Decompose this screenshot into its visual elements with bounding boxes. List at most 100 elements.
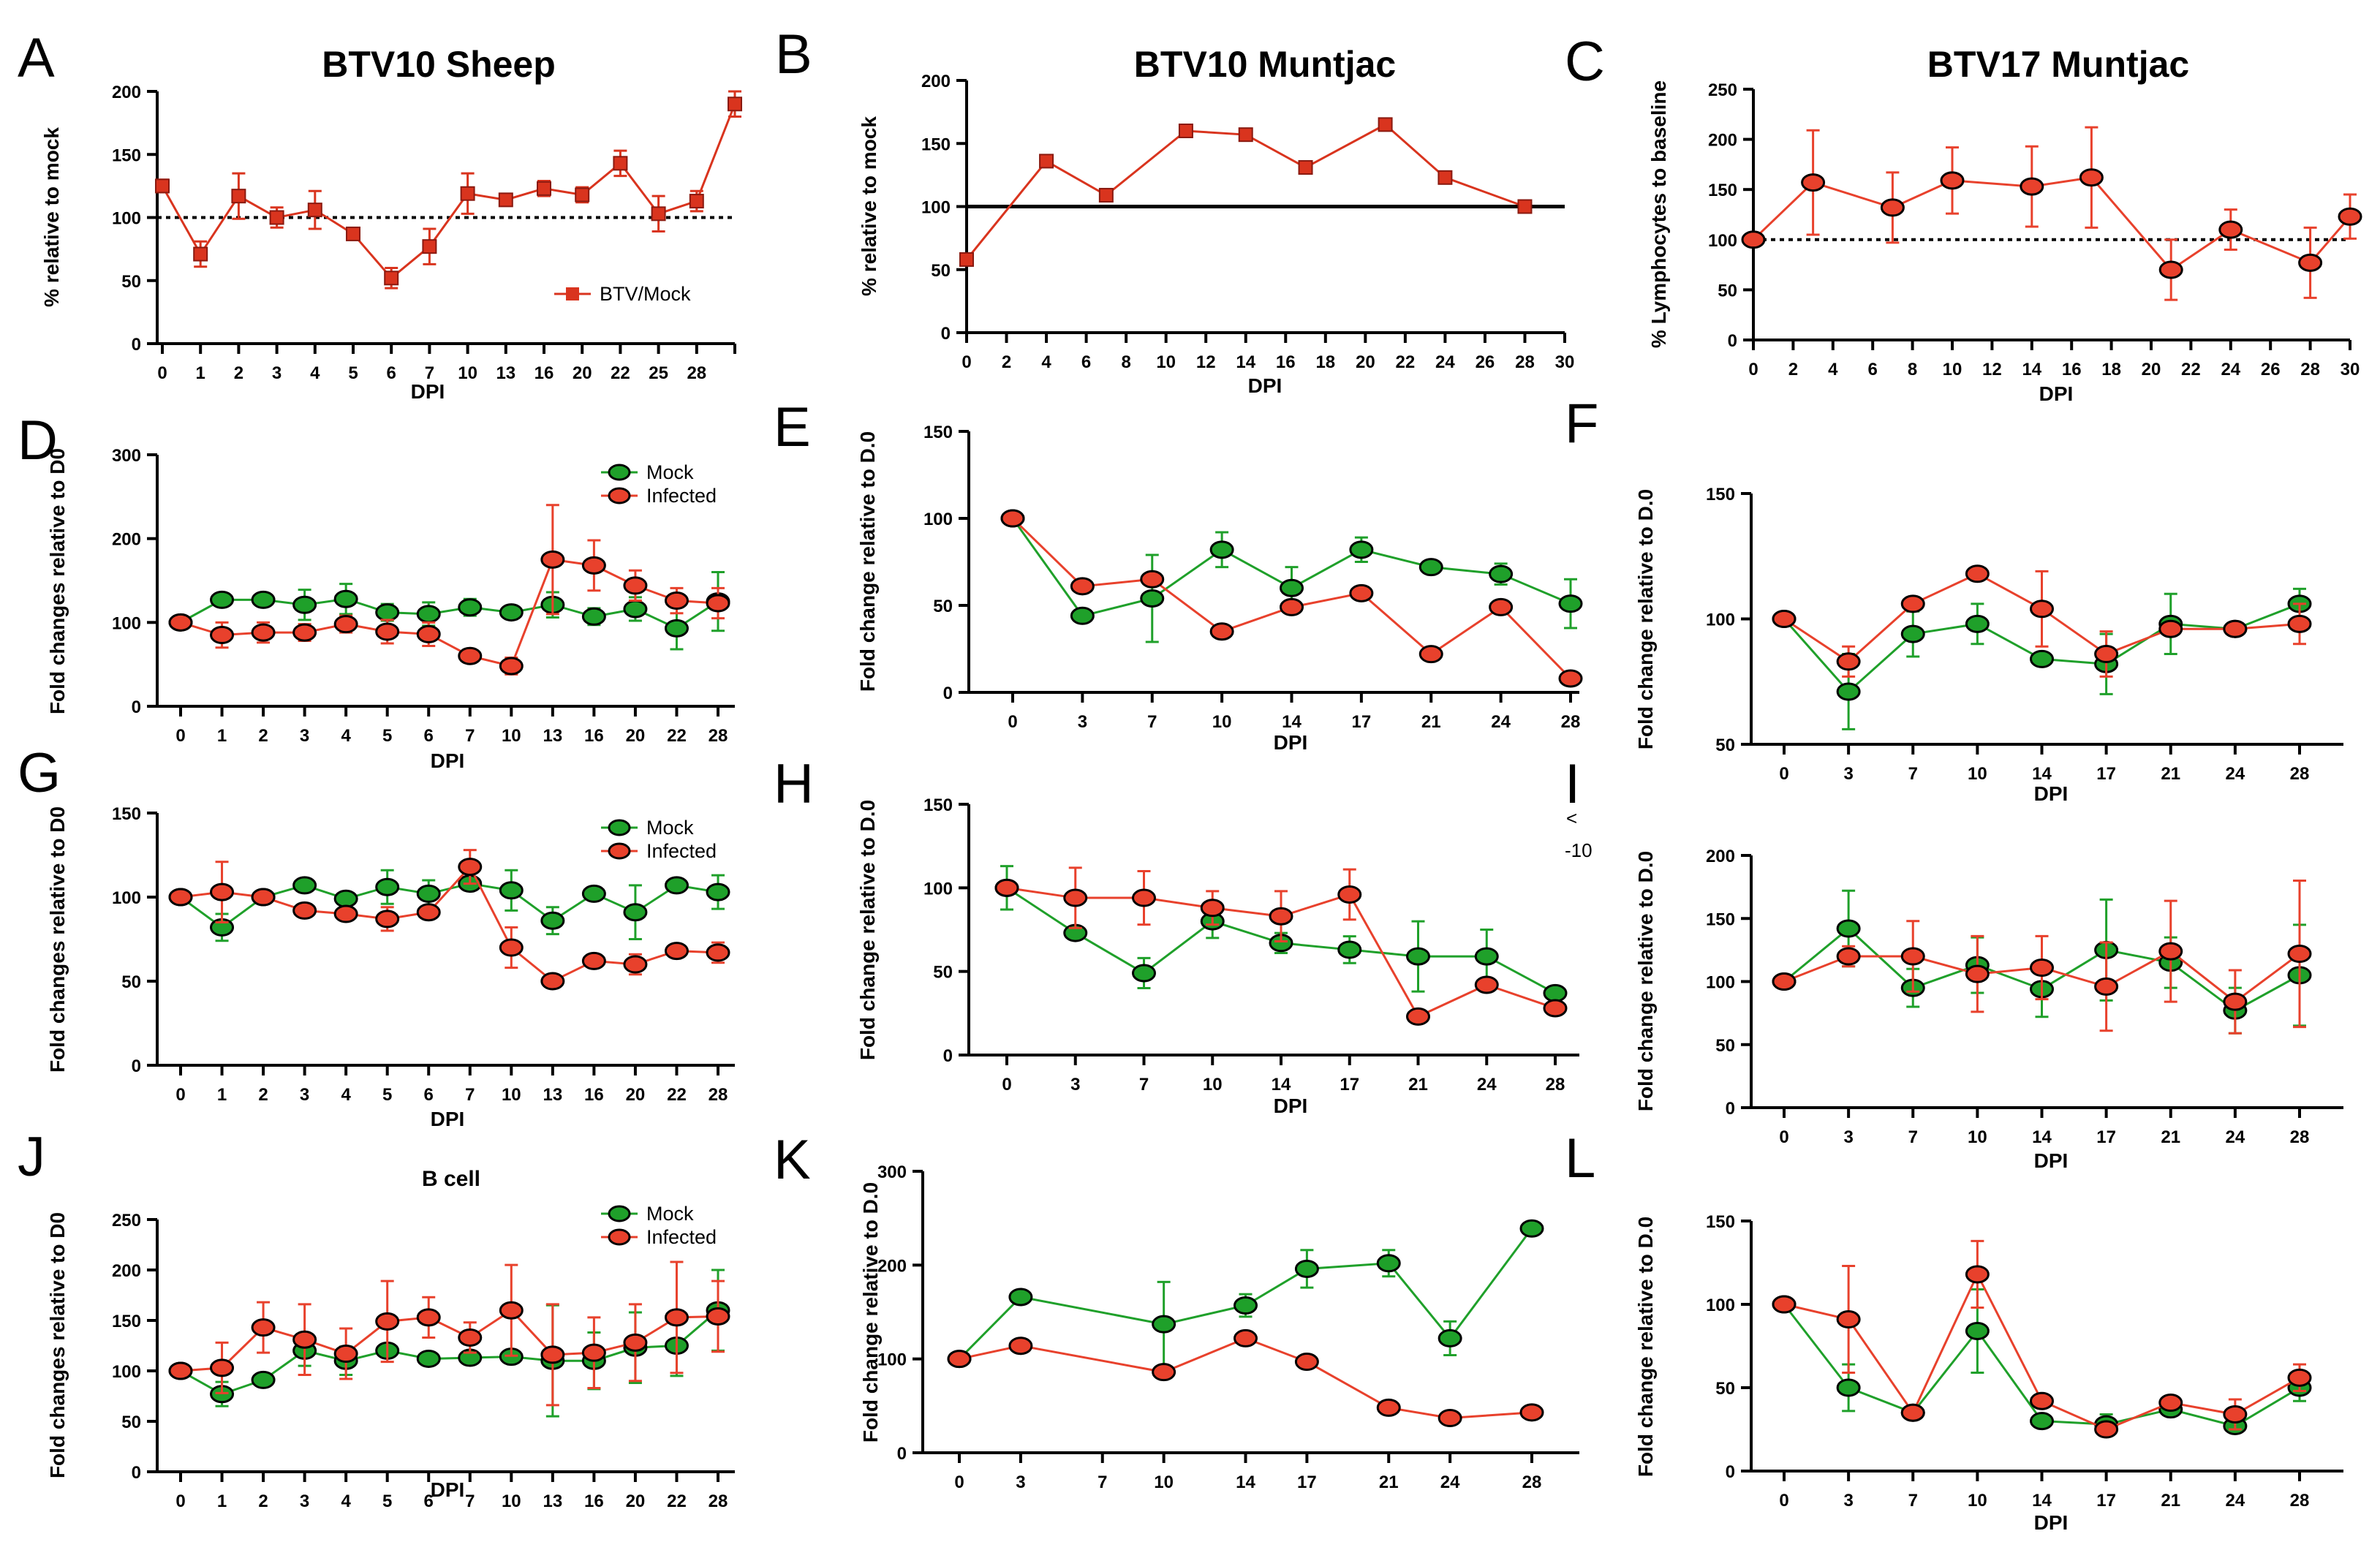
x-tick-label: 21 [2161,1127,2180,1147]
data-point [623,600,648,619]
data-point [458,1328,483,1347]
x-tick-label: 13 [543,1085,562,1105]
x-tick-label: 0 [175,1085,185,1105]
data-point [1965,964,1990,983]
x-tick-label: 7 [465,1085,475,1105]
y-tick-label: 0 [1726,1462,1735,1482]
y-tick-label: 0 [132,335,141,355]
legend-label: Mock [646,461,694,483]
data-point [613,156,628,171]
x-tick-label: 5 [382,1492,392,1511]
x-tick-label: 10 [502,726,521,746]
x-tick-label: 28 [2300,360,2320,379]
data-point [1517,199,1533,214]
data-point [2338,207,2362,226]
y-axis-label: Fold change relative to D.0 [1634,1217,1657,1477]
x-tick-label: 28 [709,1085,728,1105]
y-axis-label: Fold change relative to D.0 [856,431,879,692]
x-tick-label: 22 [667,726,687,746]
x-tick-label: 20 [573,363,592,383]
x-tick-label: 28 [709,726,728,746]
data-point [2298,253,2323,272]
x-tick-label: 6 [1868,360,1878,379]
data-point [689,194,704,209]
data-point [1836,947,1861,966]
legend-marker [566,287,579,300]
data-point [1558,669,1583,688]
y-tick-label: 150 [112,804,141,824]
x-tick-label: 18 [1315,352,1335,372]
x-tick-label: 25 [649,363,668,383]
data-point [1543,999,1568,1018]
x-tick-label: 3 [1843,1127,1853,1147]
y-tick-label: 200 [921,72,951,91]
x-tick-label: 3 [300,726,309,746]
data-point [499,938,524,957]
data-point [251,1370,276,1389]
data-point [1965,1265,1990,1284]
x-tick-label: 4 [1828,360,1838,379]
data-point [155,178,170,194]
x-tick-label: 14 [2032,764,2052,784]
x-tick-label: 28 [2290,1127,2310,1147]
data-point [1836,682,1861,701]
panel-letter: F [1565,393,1598,455]
x-tick-label: 20 [2142,360,2161,379]
data-point [1836,1378,1861,1397]
x-tick-label: 14 [1282,712,1302,732]
y-tick-label: 100 [1706,1296,1735,1315]
legend-marker [608,1228,631,1246]
x-tick-label: 17 [1340,1075,1359,1095]
data-point [292,595,317,614]
x-tick-label: 28 [1515,352,1535,372]
panel-a: A BTV10 Sheep 0 50 100 150 200 0 1 2 3 4 5 6 7 10 13 16 20… [18,27,742,403]
y-tick-label: 50 [933,597,953,616]
data-point [1772,610,1797,628]
x-tick-label: 8 [1908,360,1917,379]
x-tick-label: 10 [502,1492,521,1511]
legend-marker [608,842,631,860]
y-tick-label: 150 [1706,910,1735,929]
legend-label: Infected [646,485,717,507]
data-point [2030,600,2054,619]
x-tick-label: 0 [157,363,167,383]
x-tick-label: 17 [2096,764,2116,784]
x-tick-label: 22 [667,1492,687,1511]
data-point [1900,1403,1925,1422]
data-point [375,910,400,929]
data-point [2030,1391,2054,1410]
data-point [292,901,317,920]
y-tick-label: 50 [931,261,951,281]
data-point [1039,154,1054,169]
x-axis-label: DPI [1248,374,1282,397]
data-point [1406,947,1430,966]
x-tick-label: 6 [424,726,434,746]
data-point [1376,1254,1401,1273]
series-line-infected [959,1337,1533,1420]
x-tick-label: 3 [1078,712,1087,732]
data-point [422,239,437,254]
x-tick-label: 10 [458,363,477,383]
x-tick-label: 2 [258,1085,268,1105]
data-point [1836,652,1861,671]
x-tick-label: 21 [1421,712,1441,732]
data-point [2030,1412,2054,1431]
data-point [706,1307,730,1326]
y-tick-label: 0 [943,1046,953,1066]
data-point [1152,1315,1176,1334]
data-point [2094,977,2119,996]
data-point [1836,1310,1861,1329]
panel-g: G 0 50 100 150 0 1 2 3 4 5 6 7 10 13 16 20 22 28 DPI Fold ch… [18,742,735,1130]
y-tick-label: 200 [112,1261,141,1281]
x-tick-label: 24 [1491,712,1511,732]
x-tick-label: 20 [626,726,646,746]
x-tick-label: 7 [465,726,475,746]
y-axis-label: Fold changes relative to D0 [46,806,69,1073]
y-tick-label: 0 [1728,331,1737,351]
x-tick-label: 16 [584,726,604,746]
y-tick-label: 50 [121,272,141,292]
data-point [231,189,246,204]
y-tick-label: 0 [941,324,951,344]
data-point [1280,597,1304,616]
data-point [1900,594,1925,613]
